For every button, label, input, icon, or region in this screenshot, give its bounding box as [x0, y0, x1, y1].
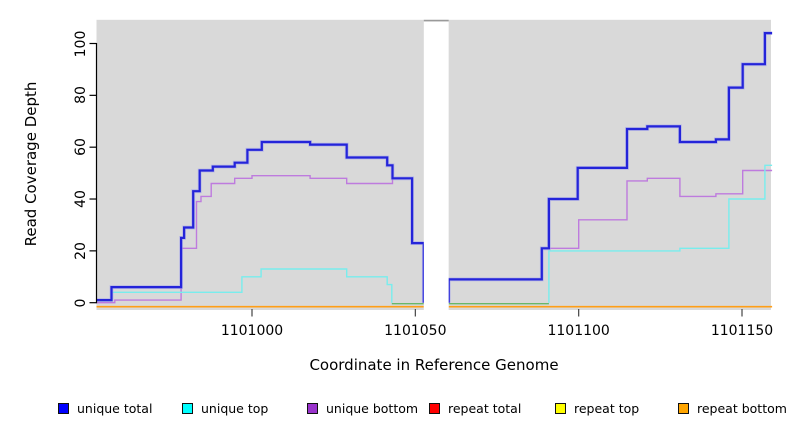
- series-unique-top-line: [548, 164, 773, 303]
- series-unique-total-line: [447, 32, 773, 303]
- x-tick-label: 1101150: [710, 323, 774, 339]
- legend-swatch-icon: [307, 402, 318, 414]
- legend-swatch-icon: [678, 402, 689, 414]
- x-tick-label: 1101100: [547, 323, 610, 339]
- y-tick-label: 100: [73, 30, 89, 57]
- legend-item-unique-total: unique total: [58, 400, 152, 416]
- legend-swatch-icon: [182, 402, 193, 414]
- x-tick-label: 1101050: [384, 323, 447, 339]
- legend-label: unique total: [77, 400, 153, 416]
- x-axis-title: Coordinate in Reference Genome: [309, 356, 559, 374]
- y-axis-title: Read Coverage Depth: [22, 81, 40, 247]
- series-unique-total-line: [96, 140, 425, 303]
- no-data-gap: [423, 21, 449, 311]
- legend-item-repeat-total: repeat total: [429, 400, 521, 416]
- y-tick-label: 80: [73, 86, 89, 105]
- legend-swatch-icon: [555, 402, 566, 414]
- legend-label: unique bottom: [326, 400, 419, 416]
- legend-label: repeat total: [448, 400, 522, 416]
- legend-item-unique-top: unique top: [182, 400, 268, 416]
- x-tick-label: 1101000: [220, 323, 284, 339]
- legend: unique total unique top unique bottom repea…: [0, 400, 792, 420]
- y-tick-label: 20: [73, 241, 89, 260]
- series-unique-top-line: [111, 268, 393, 303]
- legend-item-unique-bottom: unique bottom: [307, 400, 418, 416]
- series-unique-bottom-line: [448, 169, 773, 281]
- legend-item-repeat-bottom: repeat bottom: [678, 400, 787, 416]
- legend-label: repeat top: [574, 400, 640, 416]
- legend-swatch-icon: [58, 402, 69, 414]
- legend-item-repeat-top: repeat top: [555, 400, 639, 416]
- y-tick-label: 60: [73, 138, 89, 157]
- y-tick-label: 40: [73, 190, 89, 208]
- legend-label: unique top: [201, 400, 269, 416]
- legend-label: repeat bottom: [697, 400, 787, 416]
- y-tick-label: 0: [73, 298, 89, 308]
- legend-swatch-icon: [429, 402, 440, 414]
- gap-top-border: [423, 19, 449, 22]
